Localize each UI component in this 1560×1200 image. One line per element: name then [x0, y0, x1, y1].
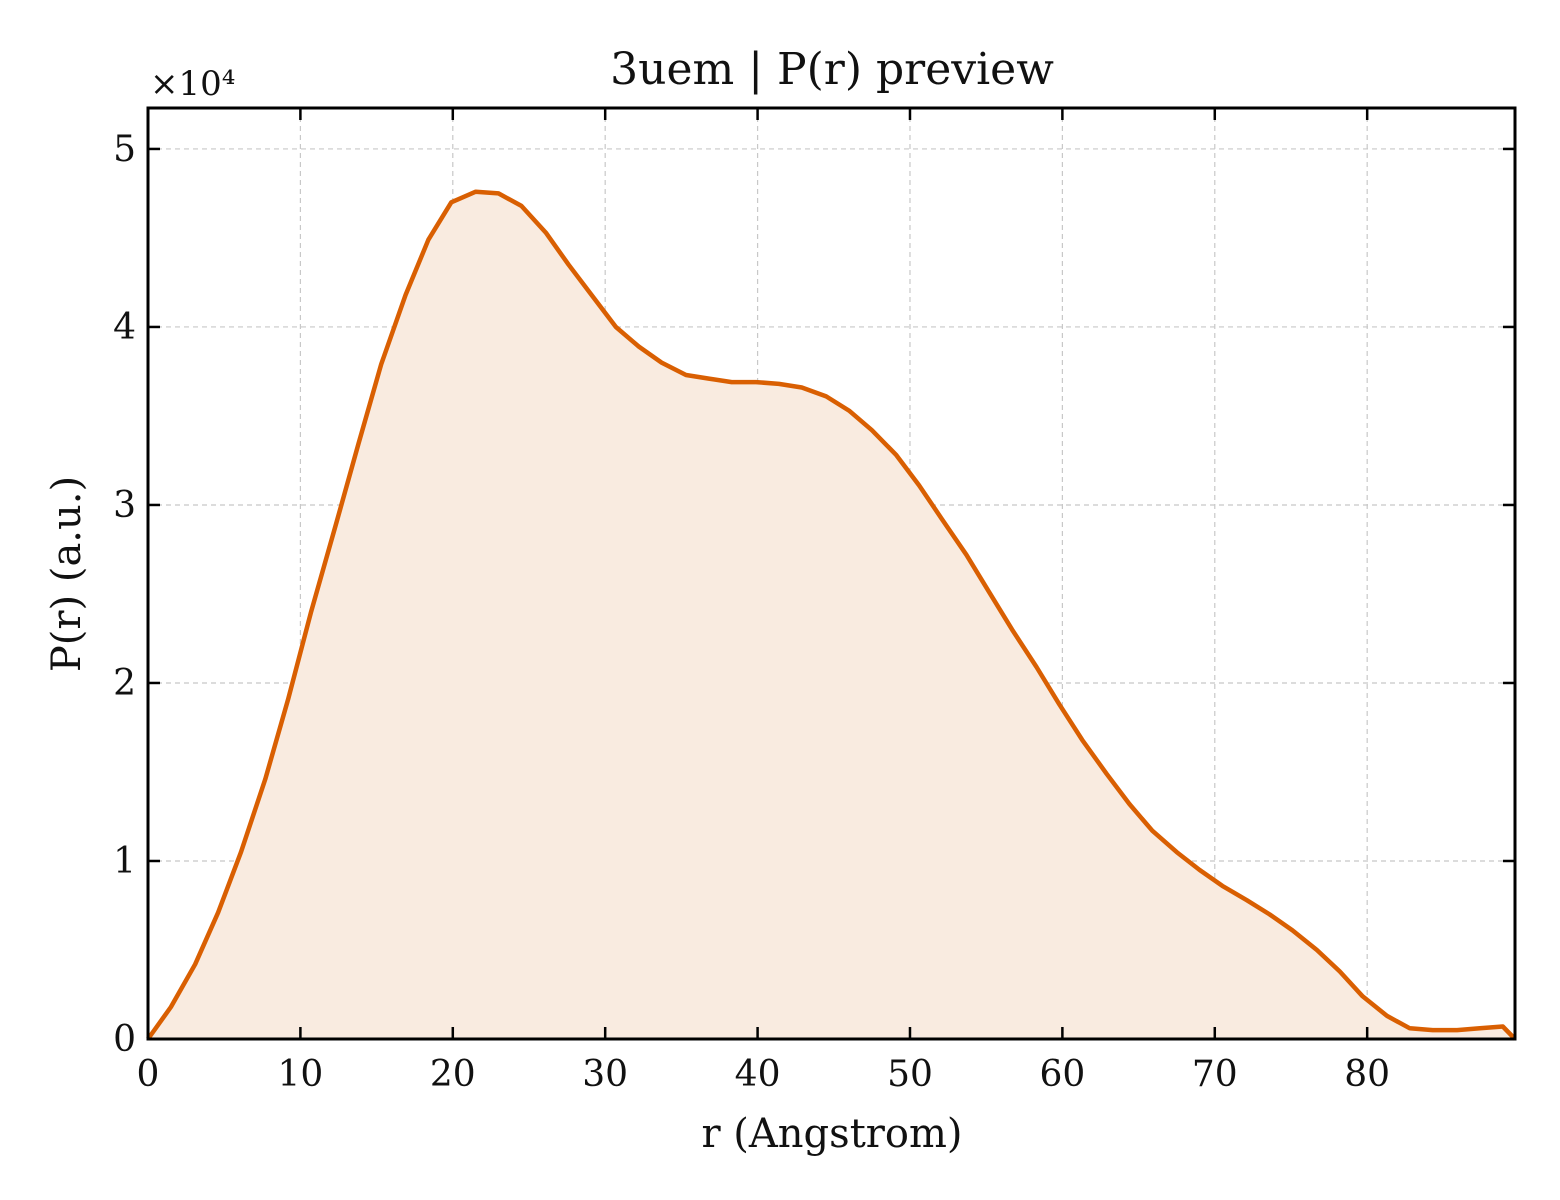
y-tick-labels: 0 1 2 3 4 5 — [113, 129, 136, 1060]
y-tick-label: 2 — [113, 663, 136, 704]
x-axis-label: r (Angstrom) — [701, 1111, 962, 1157]
pr-area-fill — [148, 191, 1515, 1039]
y-tick-label: 4 — [113, 307, 136, 348]
axis-ticks — [146, 108, 1515, 1041]
y-tick-label: 1 — [113, 841, 136, 882]
x-tick-label: 80 — [1344, 1054, 1390, 1095]
x-tick-label: 50 — [887, 1054, 933, 1095]
y-axis-label: P(r) (a.u.) — [44, 476, 90, 672]
pr-curve-line — [146, 189, 1517, 1041]
plot-frame — [146, 106, 1517, 1041]
x-tick-label: 0 — [137, 1054, 160, 1095]
y-tick-label: 0 — [113, 1019, 136, 1060]
y-tick-label: 3 — [113, 485, 136, 526]
x-tick-label: 40 — [735, 1054, 781, 1095]
x-tick-label: 30 — [582, 1054, 628, 1095]
y-multiplier-label: ×10⁴ — [150, 64, 235, 104]
x-tick-label: 70 — [1192, 1054, 1238, 1095]
x-tick-label: 10 — [277, 1054, 323, 1095]
x-tick-label: 20 — [430, 1054, 476, 1095]
x-tick-labels: 0 10 20 30 40 50 60 70 80 — [137, 1054, 1391, 1095]
x-tick-label: 60 — [1039, 1054, 1085, 1095]
y-tick-label: 5 — [113, 129, 136, 170]
chart-title: 3uem | P(r) preview — [610, 44, 1054, 95]
